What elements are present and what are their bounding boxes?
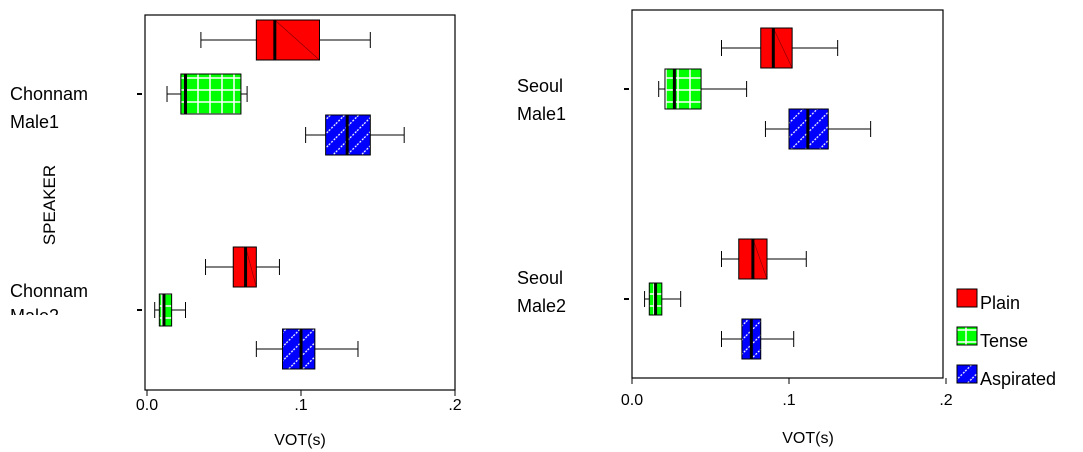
- box-hatch: [752, 238, 768, 280]
- x-axis-label: VOT(s): [782, 430, 834, 447]
- group-label: Seoul Male1: [517, 76, 566, 124]
- group-label: Chonnam Male2: [10, 281, 88, 326]
- iqr-box: [255, 19, 320, 61]
- box-plain: [200, 19, 371, 61]
- group-label: Chonnam Male1: [10, 84, 88, 132]
- box-hatch: [274, 19, 320, 61]
- legend-label-tense: Tense: [980, 331, 1028, 351]
- x-axis-label: VOT(s): [274, 432, 326, 449]
- plot-frame: [631, 9, 944, 379]
- iqr-box: [664, 68, 702, 110]
- box-tense: [166, 73, 248, 115]
- box-aspirated: [305, 114, 405, 156]
- box-aspirated: [720, 318, 795, 360]
- x-tick-label: 0.0: [621, 392, 643, 409]
- legend-label-plain: Plain: [980, 293, 1020, 313]
- box-aspirated: [255, 328, 359, 370]
- plot-frame: [144, 14, 456, 391]
- boxplot-panel: 0.0 .1 .2 VOT(s) Seoul Male1 Seoul Male2: [517, 9, 953, 447]
- x-tick-label: .2: [448, 397, 461, 414]
- box-hatch: [773, 27, 793, 69]
- legend-label-aspirated: Aspirated: [980, 369, 1056, 389]
- legend-swatch-tense: [956, 326, 978, 346]
- box-tense: [658, 68, 748, 110]
- box-hatch: [245, 246, 257, 288]
- iqr-box: [180, 73, 242, 115]
- iqr-box: [158, 293, 173, 327]
- x-tick-label: .2: [939, 392, 952, 409]
- x-tick-label: 0.0: [136, 397, 158, 414]
- group-label: Seoul Male2: [517, 268, 566, 316]
- box-plain: [720, 238, 807, 280]
- box-plain: [205, 246, 280, 288]
- box-aspirated: [764, 108, 872, 150]
- legend-swatch-plain: [956, 288, 978, 308]
- x-tick-label: .1: [294, 397, 307, 414]
- legend-swatch-aspirated: [956, 364, 978, 384]
- iqr-box: [282, 328, 316, 370]
- boxplot-panel: 0.0 .1 .2 VOT(s) SPEAKER Chonnam Male1 Chonnam M…: [10, 14, 462, 449]
- x-tick-label: .1: [782, 392, 795, 409]
- box-tense: [644, 282, 682, 316]
- legend: Plain Tense Aspirated: [956, 288, 1056, 389]
- box-tense: [154, 293, 186, 327]
- y-axis-label: SPEAKER: [40, 165, 59, 245]
- box-plain: [720, 27, 839, 69]
